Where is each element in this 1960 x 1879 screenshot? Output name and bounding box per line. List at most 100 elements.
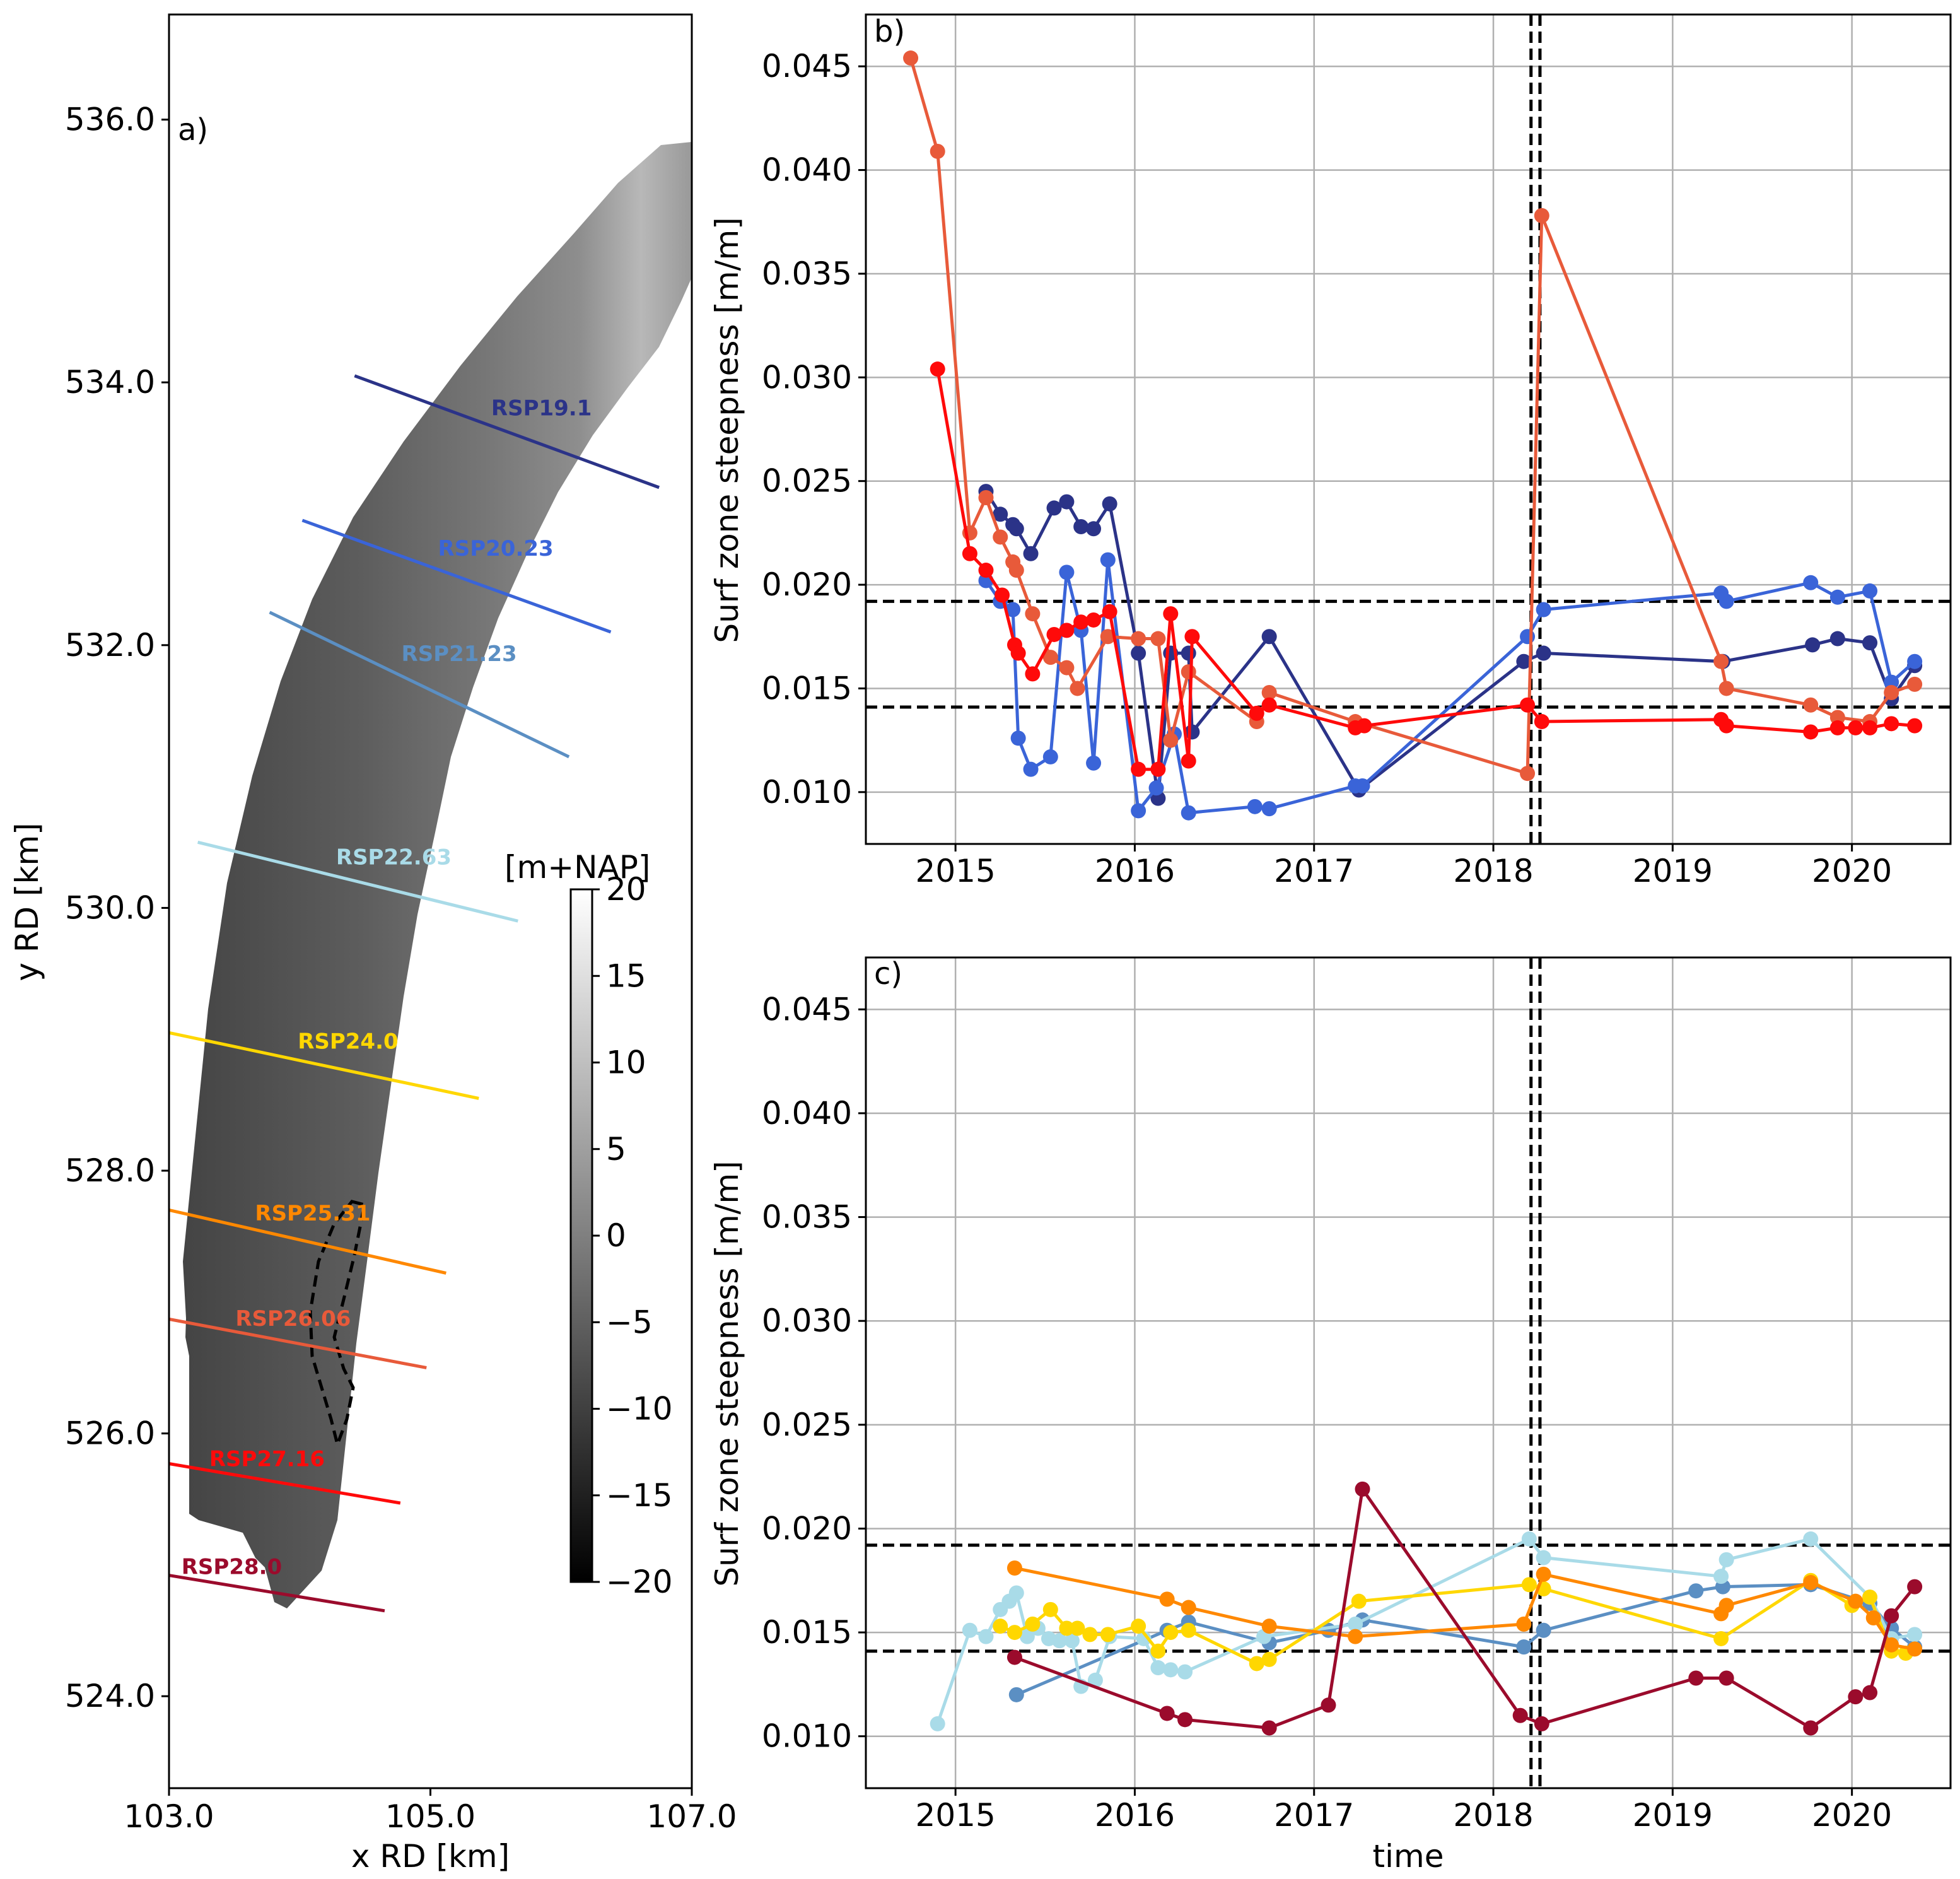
x-tick-label: 107.0	[646, 1798, 737, 1835]
data-point	[1082, 1627, 1098, 1642]
x-tick-label: 2019	[1633, 853, 1713, 889]
data-point	[930, 143, 945, 159]
data-point	[1059, 494, 1075, 510]
y-tick-label: 528.0	[65, 1152, 155, 1189]
data-point	[1862, 1685, 1878, 1700]
data-point	[1713, 1569, 1729, 1584]
panel-label-a: a)	[178, 112, 208, 148]
data-point	[1100, 629, 1116, 645]
data-point	[978, 1629, 994, 1644]
colorbar	[569, 888, 593, 1583]
data-point	[1261, 1651, 1277, 1667]
data-point	[1688, 1583, 1704, 1599]
data-point	[1249, 1656, 1264, 1671]
data-point	[1249, 705, 1264, 721]
colorbar-tick-label: 20	[606, 871, 646, 908]
transect-line	[168, 1209, 446, 1275]
x-tick-label: 2020	[1812, 853, 1892, 889]
data-point	[1086, 521, 1102, 537]
y-tick-label: 536.0	[65, 102, 155, 138]
transect-label: RSP20.23	[438, 536, 554, 561]
data-point	[1010, 645, 1026, 661]
data-point	[1907, 1627, 1923, 1642]
colorbar-tick-label: 15	[606, 957, 646, 994]
data-point	[1181, 1622, 1196, 1638]
data-point	[1803, 1531, 1819, 1547]
data-point	[903, 50, 919, 66]
data-point	[978, 563, 994, 578]
data-point	[1862, 1589, 1878, 1605]
transect-label: RSP26.06	[235, 1306, 351, 1332]
data-point	[1159, 1591, 1175, 1607]
y-tick-label: 0.020	[762, 1510, 852, 1547]
data-point	[1907, 653, 1923, 669]
colorbar-tick-label: −5	[606, 1304, 653, 1340]
y-tick-label: 0.040	[762, 152, 852, 189]
data-point	[1865, 1610, 1881, 1626]
data-point	[1136, 1630, 1152, 1646]
data-point	[1148, 780, 1164, 796]
data-point	[1087, 1672, 1103, 1688]
data-point	[1829, 589, 1845, 605]
data-point	[1070, 681, 1085, 696]
panel-c-series	[930, 1481, 1923, 1736]
map-ylabel: y RD [km]	[9, 822, 45, 981]
data-point	[1181, 664, 1196, 680]
panel-b-frame	[865, 13, 1952, 845]
data-point	[930, 361, 945, 377]
data-point	[1064, 1633, 1080, 1649]
transect-label: RSP27.16	[209, 1447, 325, 1472]
transect-label: RSP25.31	[255, 1201, 370, 1226]
data-point	[1042, 749, 1058, 764]
data-point	[1862, 583, 1878, 599]
data-point	[1348, 1629, 1363, 1644]
x-tick-label: 2016	[1095, 1797, 1175, 1834]
data-point	[1025, 606, 1041, 622]
data-point	[1862, 720, 1878, 735]
data-point	[1025, 1616, 1041, 1632]
x-tick-label: 2017	[1274, 1797, 1354, 1834]
data-point	[930, 1716, 945, 1731]
data-point	[1006, 1625, 1022, 1641]
data-point	[1803, 724, 1819, 740]
map-panel: RSP19.1 RSP20.23 RSP21.23 RSP22.63 RSP24.0 RS…	[9, 13, 737, 1875]
data-point	[1261, 801, 1277, 817]
transect-line	[269, 611, 570, 759]
series-line-rsp19-1	[984, 490, 1916, 800]
data-point	[1536, 1566, 1551, 1582]
data-point	[1520, 697, 1536, 713]
data-point	[1261, 1619, 1277, 1634]
data-point	[1536, 1622, 1551, 1638]
data-point	[1100, 1627, 1116, 1642]
data-point	[1181, 645, 1196, 661]
colorbar-tick-label: 10	[606, 1045, 646, 1081]
y-tick-label: 534.0	[65, 364, 155, 401]
data-point	[1848, 1593, 1864, 1609]
data-point	[1848, 1689, 1864, 1705]
data-point	[1019, 1629, 1035, 1644]
shoal-area-outline	[308, 1200, 366, 1450]
series-line-rsp27-16	[936, 368, 1915, 771]
data-point	[1713, 653, 1729, 669]
data-point	[1355, 1481, 1370, 1497]
data-point	[993, 529, 1008, 545]
panel-c-frame	[865, 956, 1952, 1789]
data-point	[1150, 631, 1166, 647]
transect-line	[168, 1031, 479, 1100]
data-point	[1848, 720, 1864, 735]
transect-line	[354, 374, 660, 489]
data-point	[1150, 761, 1166, 777]
data-point	[1718, 1552, 1734, 1567]
data-point	[1247, 799, 1263, 814]
data-point	[1005, 602, 1021, 618]
y-tick-label: 0.035	[762, 255, 852, 292]
data-point	[1181, 805, 1196, 821]
data-point	[1150, 1643, 1166, 1659]
series-line-rsp20-23	[984, 558, 1916, 815]
y-tick-label: 526.0	[65, 1415, 155, 1452]
data-point	[1907, 676, 1923, 692]
panel-b-series	[903, 50, 1923, 821]
x-tick-label: 2016	[1095, 853, 1175, 889]
transect-lines: RSP19.1 RSP20.23 RSP21.23 RSP22.63 RSP24.0 RS…	[168, 374, 660, 1613]
